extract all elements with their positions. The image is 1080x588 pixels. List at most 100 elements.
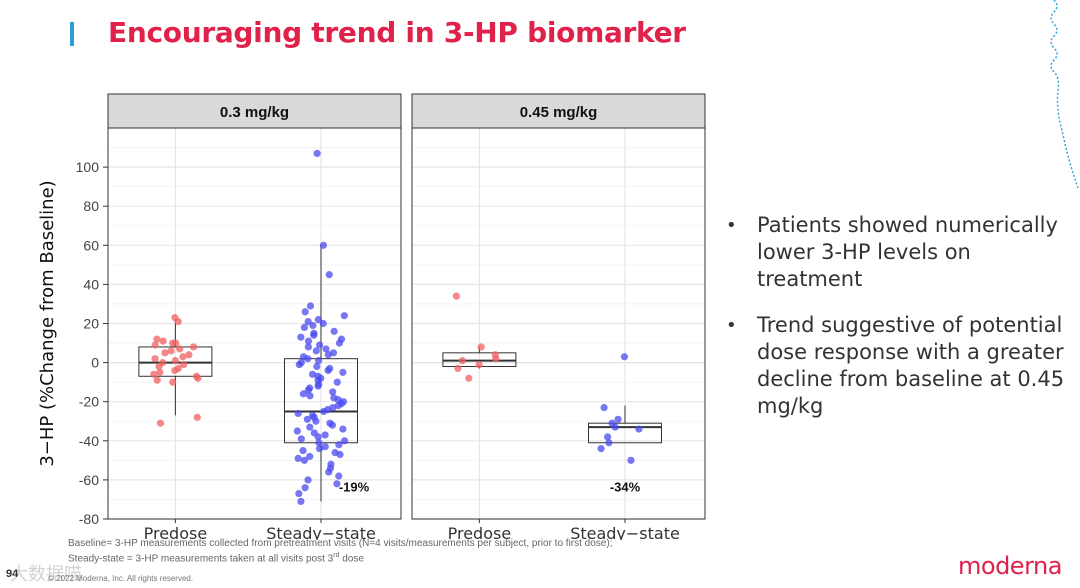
data-point xyxy=(299,446,307,455)
data-point xyxy=(334,402,342,410)
copyright: © 2022 Moderna, Inc. All rights reserved… xyxy=(48,574,194,583)
watermark: 大数据喵 xyxy=(10,564,82,585)
data-point xyxy=(333,480,341,488)
data-point xyxy=(324,366,332,375)
data-point xyxy=(458,357,466,365)
data-point xyxy=(300,323,308,332)
data-point xyxy=(309,321,317,330)
data-point xyxy=(295,360,303,369)
data-point xyxy=(156,368,164,376)
bullet-list: Patients showed numerically lower 3-HP l… xyxy=(726,212,1071,439)
data-point xyxy=(301,484,309,492)
data-point xyxy=(635,425,643,433)
data-point xyxy=(477,343,485,351)
data-point xyxy=(313,149,321,158)
data-point xyxy=(300,456,309,464)
data-point xyxy=(465,374,473,382)
data-point xyxy=(454,364,462,373)
panel-border xyxy=(411,127,706,520)
y-tick-label: -60 xyxy=(79,472,99,488)
data-point xyxy=(329,388,337,396)
box xyxy=(588,422,663,444)
data-point xyxy=(322,345,330,353)
bullet-item: Trend suggestive of potential dose respo… xyxy=(726,312,1071,420)
data-point xyxy=(303,415,311,423)
data-point xyxy=(597,445,605,453)
y-tick-label: 100 xyxy=(76,159,100,175)
data-point xyxy=(336,450,344,459)
data-point xyxy=(319,241,328,249)
data-point xyxy=(340,437,349,445)
data-point xyxy=(156,419,165,427)
data-point xyxy=(627,456,635,464)
y-axis-label: 3−HP (%Change from Baseline) xyxy=(37,180,58,466)
change-annotation: -19% xyxy=(339,480,370,495)
x-tick-label: Predose xyxy=(144,524,208,540)
data-point xyxy=(620,353,629,361)
data-point xyxy=(159,337,167,345)
x-tick-label: Steady−state xyxy=(570,524,680,540)
data-point xyxy=(339,425,347,433)
y-tick-label: 60 xyxy=(83,237,99,253)
data-point xyxy=(315,357,323,365)
panel-border xyxy=(107,127,402,520)
data-point xyxy=(309,370,317,378)
data-point xyxy=(340,312,348,320)
data-point xyxy=(325,468,333,476)
data-point xyxy=(611,423,619,431)
y-tick-label: 0 xyxy=(91,355,99,371)
data-point xyxy=(151,341,159,349)
data-point xyxy=(600,403,608,412)
data-point xyxy=(333,378,341,386)
data-point xyxy=(321,443,329,451)
title-accent-bar xyxy=(70,22,74,46)
slide-title: Encouraging trend in 3-HP biomarker xyxy=(108,16,686,49)
data-point xyxy=(313,362,321,371)
x-tick-label: Predose xyxy=(448,524,512,540)
data-point xyxy=(306,423,314,431)
moderna-logo: moderna xyxy=(958,552,1062,580)
y-tick-label: -20 xyxy=(79,394,99,410)
data-point xyxy=(312,417,320,425)
data-point xyxy=(330,327,338,335)
data-point xyxy=(320,407,328,416)
data-point xyxy=(185,351,193,359)
data-point xyxy=(179,353,187,361)
data-point xyxy=(335,339,344,347)
data-point xyxy=(295,489,303,498)
data-point xyxy=(321,431,329,439)
data-point xyxy=(315,445,324,453)
x-tick-label: Steady−state xyxy=(266,524,376,540)
data-point xyxy=(169,378,177,386)
data-point xyxy=(314,315,323,324)
data-point xyxy=(314,382,322,390)
data-point xyxy=(324,351,332,359)
data-point xyxy=(306,302,315,310)
data-point xyxy=(301,308,309,316)
y-tick-label: 20 xyxy=(83,316,99,332)
data-point xyxy=(614,415,622,423)
data-point xyxy=(315,439,323,447)
data-point xyxy=(299,390,307,398)
data-point xyxy=(189,343,198,351)
bullet-item: Patients showed numerically lower 3-HP l… xyxy=(726,212,1071,293)
data-point xyxy=(304,355,312,363)
data-point xyxy=(153,376,161,384)
data-point xyxy=(310,331,318,339)
data-point xyxy=(294,454,302,462)
data-point xyxy=(312,347,320,355)
data-point xyxy=(150,370,158,378)
data-point xyxy=(172,339,180,347)
data-point xyxy=(304,476,312,484)
y-tick-label: 40 xyxy=(83,276,99,292)
data-point xyxy=(153,335,161,343)
data-point xyxy=(171,357,179,365)
data-point xyxy=(319,319,327,328)
decorative-squiggle xyxy=(1050,0,1079,189)
data-point xyxy=(193,413,201,421)
data-point xyxy=(167,347,175,355)
data-point xyxy=(603,433,612,441)
data-point xyxy=(161,349,169,357)
data-point xyxy=(194,374,202,382)
chart: 3−HP (%Change from Baseline) -80 -60 -40 -20… xyxy=(37,93,706,540)
